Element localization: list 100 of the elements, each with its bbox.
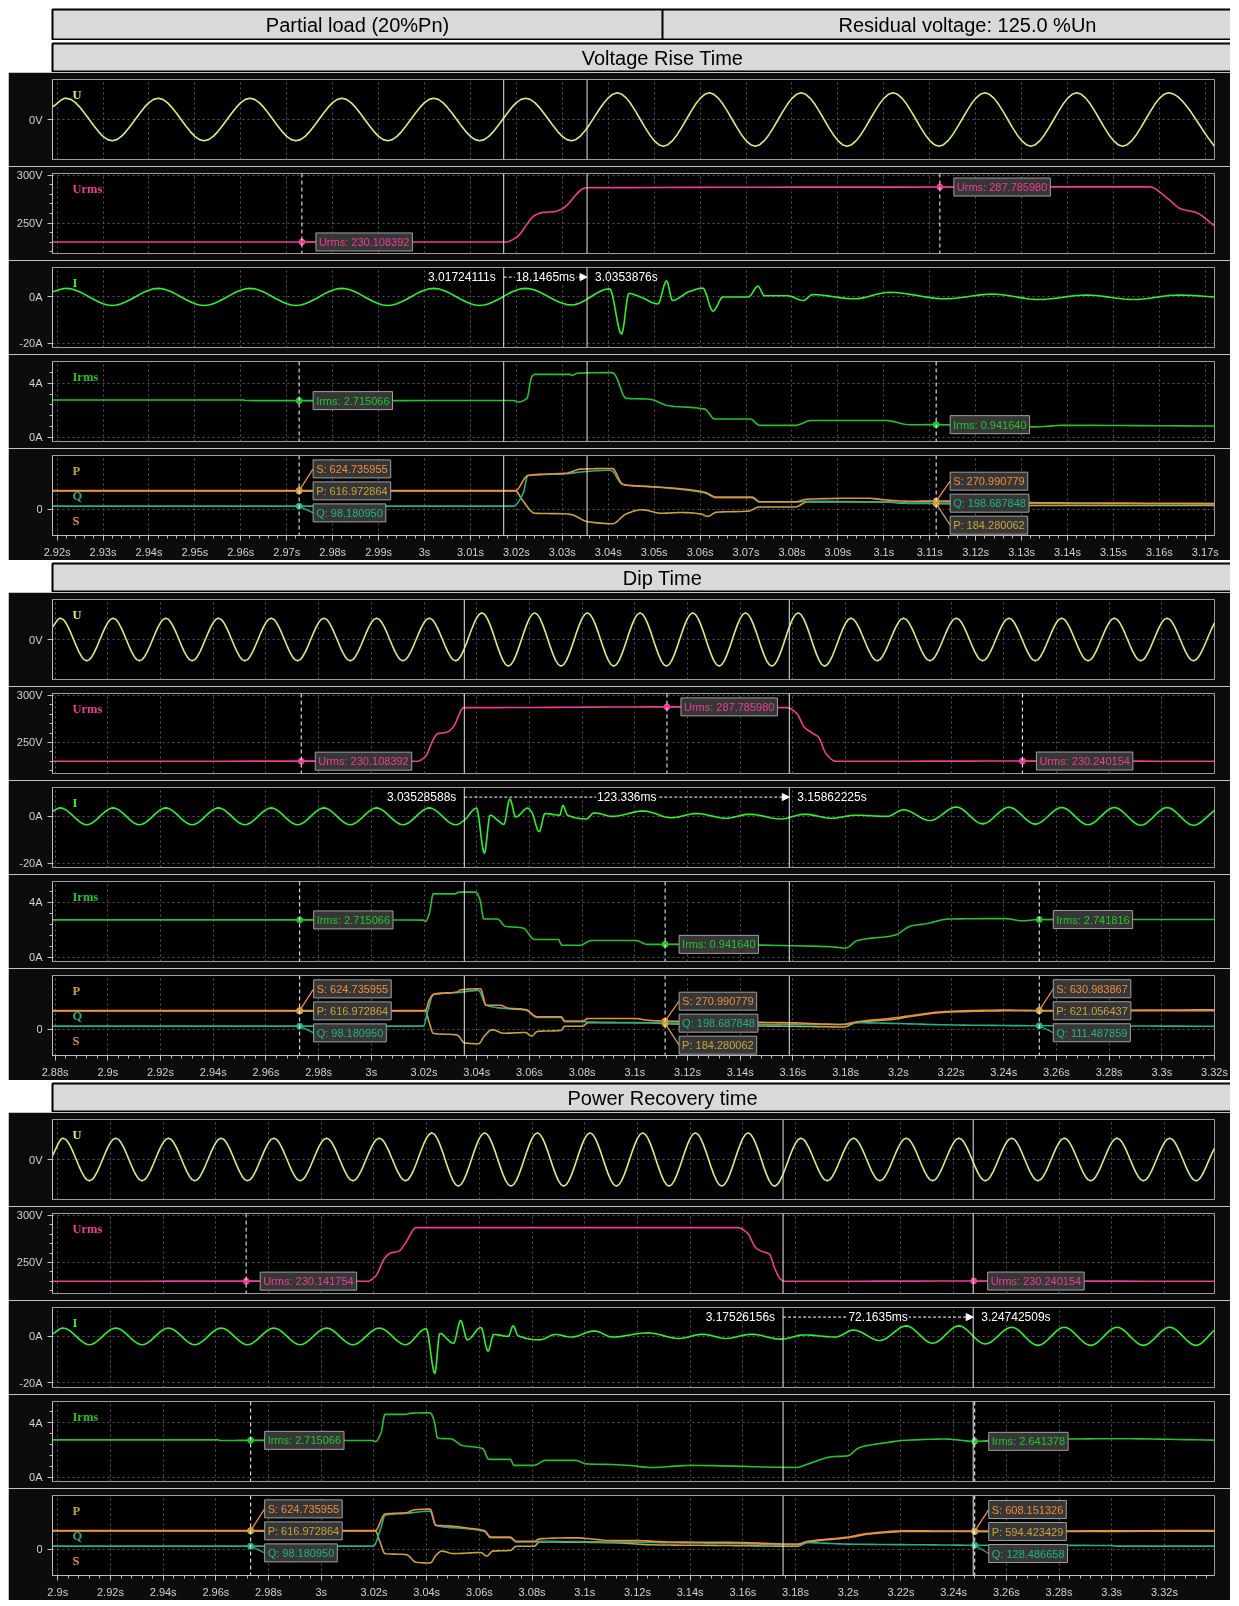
x-tick-label: 3.02s — [502, 545, 531, 558]
y-tick-label: 0A — [29, 1330, 44, 1343]
data-label: Irms: 0.941640 — [953, 418, 1027, 431]
data-label: Urms: 230.108392 — [318, 755, 409, 768]
x-tick-label: 3.01s — [457, 545, 485, 558]
x-tick-label: 2.94s — [199, 1065, 228, 1078]
x-tick-label: 3.32s — [1150, 1585, 1179, 1598]
x-tick-label: 2.98s — [255, 1585, 283, 1598]
y-tick-label: 0A — [29, 810, 44, 823]
x-tick-label: 3.3s — [1151, 1065, 1173, 1078]
x-tick-label: 3.12s — [624, 1585, 652, 1598]
data-label: Irms: 0.941640 — [682, 938, 756, 951]
x-tick-label: 3.1s — [574, 1585, 596, 1598]
x-tick-label: 2.98s — [305, 1065, 333, 1078]
y-tick-label: 300V — [16, 1209, 44, 1222]
x-tick-label: 3.18s — [782, 1585, 810, 1598]
series-label: P — [72, 1503, 81, 1518]
x-tick-label: 3.3s — [1101, 1585, 1123, 1598]
chart-title: Voltage Rise Time — [581, 46, 743, 69]
x-tick-label: 3.2s — [887, 1065, 910, 1078]
data-label: P: 616.972864 — [316, 1004, 389, 1017]
data-label: Q: 98.180950 — [267, 1546, 335, 1559]
data-label: Irms: 2.715066 — [316, 394, 390, 407]
x-tick-label: 3.26s — [992, 1585, 1021, 1598]
x-tick-label: 2.92s — [147, 1065, 175, 1078]
data-label: Irms: 2.641378 — [991, 1435, 1066, 1448]
y-tick-label: 250V — [16, 736, 44, 749]
text: Urms — [72, 701, 103, 716]
x-tick-label: 3.14s — [1054, 545, 1082, 558]
data-label: Urms: 230.240154 — [1039, 755, 1130, 768]
data-label: Urms: 287.785980 — [683, 700, 775, 713]
series-label: Irms — [72, 889, 99, 904]
y-tick-label: 250V — [16, 1256, 44, 1269]
data-label: S: 608.151326 — [991, 1503, 1064, 1516]
data-label: P: 594.423429 — [991, 1525, 1064, 1538]
y-tick-label: 300V — [16, 689, 44, 702]
data-label: Q: 111.487859 — [1056, 1026, 1128, 1039]
x-tick-label: 3.07s — [732, 545, 760, 558]
data-label: S: 630.983867 — [1056, 982, 1128, 995]
x-tick-label: 3.1s — [624, 1065, 646, 1078]
ref-line-label: 3.0353876s — [595, 270, 658, 285]
x-tick-label: 2.99s — [365, 545, 393, 558]
x-tick-label: 3.24s — [990, 1065, 1018, 1078]
x-tick-label: 3.08s — [518, 1585, 547, 1598]
chart-title: Power Recovery time — [567, 1086, 758, 1109]
x-tick-label: 3.06s — [686, 545, 715, 558]
x-tick-label: 3.18s — [832, 1065, 860, 1078]
x-tick-label: 3.32s — [1201, 1065, 1229, 1078]
x-tick-label: 3.15s — [1100, 545, 1128, 558]
data-label: S: 270.990779 — [953, 475, 1025, 488]
data-label: S: 624.735955 — [316, 982, 389, 995]
x-tick-label: 2.96s — [202, 1585, 230, 1598]
data-label: S: 624.735955 — [267, 1502, 340, 1515]
y-tick-label: 4A — [29, 377, 44, 390]
x-tick-label: 2.88s — [41, 1065, 70, 1078]
data-label: Q: 98.180950 — [316, 1026, 384, 1039]
annotation: 18.1465ms — [515, 270, 576, 285]
x-tick-label: 3.14s — [726, 1065, 755, 1078]
x-tick-label: 2.93s — [89, 545, 117, 558]
x-tick-label: 2.95s — [181, 545, 209, 558]
x-tick-label: 2.9s — [47, 1585, 69, 1598]
data-label: P: 621.056437 — [1056, 1004, 1128, 1017]
series-label: U — [72, 1127, 82, 1142]
chart-title: Dip Time — [622, 566, 702, 589]
series-label: Q — [72, 488, 83, 503]
x-tick-label: 3.03s — [548, 545, 577, 558]
text: Urms — [72, 1221, 103, 1236]
x-tick-label: 3.1s — [873, 545, 895, 558]
series-label: S — [72, 1553, 80, 1568]
series-label: Irms — [72, 1409, 99, 1424]
data-label: P: 616.972864 — [316, 484, 388, 497]
x-tick-label: 3.2s — [837, 1585, 860, 1598]
x-tick-label: 3.04s — [594, 545, 623, 558]
x-tick-label: 3.22s — [887, 1585, 915, 1598]
ref-line-label: 3.17526156s — [705, 1310, 776, 1325]
series-label: I — [72, 1315, 78, 1330]
y-tick-label: 0A — [29, 951, 44, 964]
text: 0 — [36, 1023, 43, 1036]
series-label: I — [72, 275, 78, 290]
y-tick-label: 0A — [29, 1471, 44, 1484]
data-label: Q: 128.486658 — [991, 1547, 1065, 1560]
x-tick-label: 2.9s — [97, 1065, 119, 1078]
text: Urms — [72, 181, 103, 196]
x-tick-label: 3.14s — [676, 1585, 705, 1598]
annotation: 123.336ms — [597, 790, 657, 805]
series-label: S — [72, 1033, 80, 1048]
series-label: P — [72, 983, 81, 998]
x-tick-label: 2.96s — [227, 545, 255, 558]
x-tick-label: 2.94s — [135, 545, 163, 558]
x-tick-label: 3.26s — [1042, 1065, 1071, 1078]
series-label: P — [72, 463, 81, 478]
data-label: S: 270.990779 — [682, 995, 754, 1008]
series-label: Q — [72, 1008, 83, 1023]
x-tick-label: 3.16s — [1145, 545, 1174, 558]
text: Partial load (20%Pn) — [265, 13, 450, 36]
series-label: S — [72, 513, 80, 528]
x-tick-label: 2.92s — [97, 1585, 125, 1598]
x-tick-label: 2.92s — [43, 545, 72, 558]
data-label: Urms: 230.240154 — [990, 1275, 1082, 1288]
data-label: Q: 98.180950 — [316, 506, 383, 519]
